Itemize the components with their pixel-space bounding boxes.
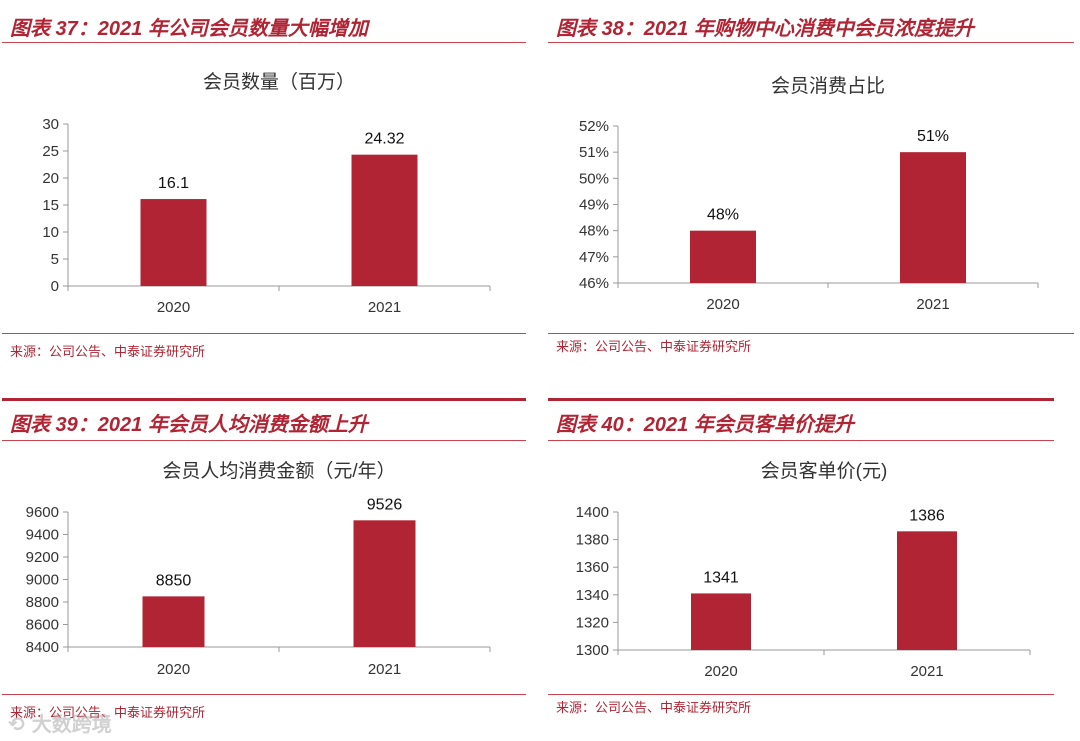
y-tick-label: 1300	[576, 642, 609, 659]
x-tick-label: 2021	[916, 296, 949, 313]
y-tick-label: 15	[42, 197, 59, 214]
y-tick-label: 47%	[579, 249, 609, 266]
y-tick-label: 25	[42, 143, 59, 160]
x-tick-label: 2021	[368, 661, 401, 678]
x-tick-label: 2021	[368, 299, 401, 316]
y-tick-label: 51%	[579, 144, 609, 161]
bar-chart-member-count: 会员数量（百万） 0 5 10 15 20 25 30 16.1 2020 24.32 2021	[42, 71, 491, 316]
figure-source: 来源：公司公告、中泰证券研究所	[556, 701, 752, 716]
y-tick-label: 1340	[576, 587, 609, 604]
bar-chart-avg-ticket: 会员客单价(元) 1300 1320 1340 1360 1380 1400 1341 2020…	[576, 460, 1031, 680]
figure-title-rule	[548, 440, 1054, 441]
x-tick-label: 2021	[910, 663, 943, 680]
bar-2021	[897, 531, 957, 650]
y-tick-label: 50%	[579, 170, 609, 187]
chart-title: 会员消费占比	[771, 75, 885, 97]
chart-title: 会员客单价(元)	[761, 460, 888, 482]
y-tick-label: 8600	[26, 617, 59, 634]
y-tick-label: 48%	[579, 223, 609, 240]
figure-title: 图表 37：2021 年公司会员数量大幅增加	[10, 18, 368, 40]
y-tick-label: 1380	[576, 532, 609, 549]
y-tick-label: 30	[42, 116, 59, 133]
figure-title-rule	[2, 440, 526, 441]
data-label: 8850	[156, 572, 192, 589]
figure-title: 图表 39：2021 年会员人均消费金额上升	[10, 414, 368, 436]
watermark-logo: ⟲ 大数跨境	[8, 712, 112, 736]
y-tick-label: 8400	[26, 639, 59, 656]
data-label: 9526	[367, 496, 403, 513]
figure-source: 来源：公司公告、中泰证券研究所	[556, 340, 752, 355]
bar-2020	[691, 593, 751, 650]
y-tick-label: 1400	[576, 504, 609, 521]
y-tick-label: 1320	[576, 614, 609, 631]
bar-chart-avg-spend: 会员人均消费金额（元/年） 8400 8600 8800 9000 9200 9400 960…	[26, 460, 491, 678]
y-tick-label: 9000	[26, 572, 59, 589]
y-tick-label: 9600	[26, 504, 59, 521]
figure-panel-37: 图表 37：2021 年公司会员数量大幅增加 会员数量（百万） 0 5 10 15 20 2…	[2, 0, 526, 370]
data-label: 1341	[703, 569, 739, 586]
figure-bottom-rule	[548, 333, 1074, 334]
x-tick-label: 2020	[706, 296, 739, 313]
y-tick-label: 1360	[576, 559, 609, 576]
data-label: 16.1	[158, 175, 189, 192]
bar-2020	[142, 596, 205, 647]
figure-bottom-rule	[548, 694, 1054, 695]
figure-title-rule	[2, 42, 526, 43]
figure-panel-40: 图表 40：2021 年会员客单价提升 会员客单价(元) 1300 1320 1340…	[548, 398, 1054, 741]
x-tick-label: 2020	[704, 663, 737, 680]
data-label: 24.32	[364, 131, 404, 148]
figure-source: 来源：公司公告、中泰证券研究所	[10, 706, 206, 721]
data-label: 48%	[707, 207, 739, 224]
data-label: 51%	[917, 128, 949, 145]
figure-title-rule	[548, 42, 1074, 43]
x-tick-label: 2020	[157, 661, 190, 678]
figure-top-rule	[2, 398, 526, 401]
figure-title: 图表 40：2021 年会员客单价提升	[556, 414, 854, 436]
y-tick-label: 5	[51, 251, 59, 268]
bar-2021	[351, 154, 418, 286]
y-tick-label: 20	[42, 170, 59, 187]
bar-2020	[140, 199, 207, 286]
bar-chart-member-share: 会员消费占比 46% 47% 48% 49% 50% 51% 52% 48% 2020 51% 202…	[579, 75, 1039, 313]
y-tick-label: 9400	[26, 527, 59, 544]
bar-2021	[353, 520, 416, 647]
figure-bottom-rule	[2, 333, 526, 334]
data-label: 1386	[909, 507, 945, 524]
y-tick-label: 0	[51, 278, 59, 295]
y-tick-label: 46%	[579, 275, 609, 292]
y-tick-label: 8800	[26, 594, 59, 611]
watermark-text: 大数跨境	[31, 712, 112, 736]
y-tick-label: 9200	[26, 549, 59, 566]
figure-bottom-rule	[2, 694, 526, 695]
figure-title: 图表 38：2021 年购物中心消费中会员浓度提升	[556, 18, 974, 40]
figure-panel-39: 图表 39：2021 年会员人均消费金额上升 会员人均消费金额（元/年） 8400…	[2, 398, 526, 741]
chart-title: 会员人均消费金额（元/年）	[162, 460, 395, 482]
y-tick-label: 52%	[579, 118, 609, 135]
x-tick-label: 2020	[157, 299, 190, 316]
figure-source: 来源：公司公告、中泰证券研究所	[10, 345, 206, 360]
y-tick-label: 49%	[579, 197, 609, 214]
figure-top-rule	[548, 398, 1054, 401]
figure-panel-38: 图表 38：2021 年购物中心消费中会员浓度提升 会员消费占比 46% 47% 48…	[548, 0, 1074, 370]
y-tick-label: 10	[42, 224, 59, 241]
chart-title: 会员数量（百万）	[203, 71, 355, 93]
bar-2020	[690, 230, 756, 283]
bar-2021	[900, 152, 966, 283]
